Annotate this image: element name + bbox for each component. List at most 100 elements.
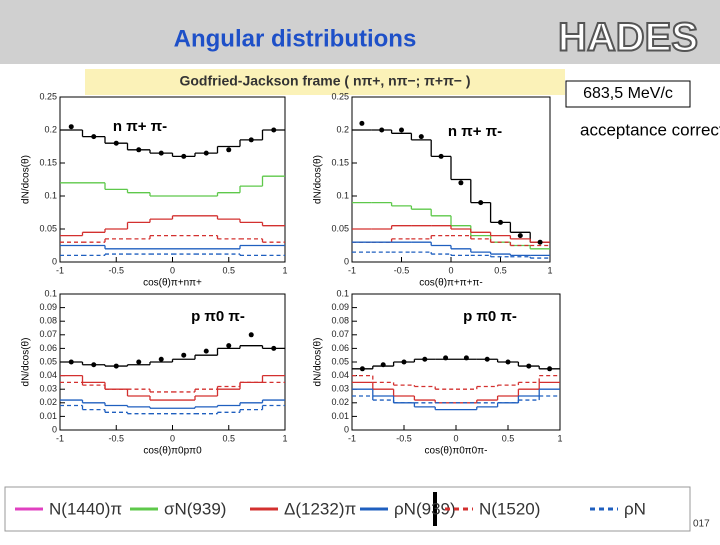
legend-label: ρN(939) [394,499,456,518]
y-tick-label: 0.1 [44,288,57,298]
y-tick-label: 0.25 [39,91,57,101]
data-point [517,233,523,239]
data-point [484,356,490,362]
frame-box [85,69,565,95]
data-point [113,140,119,146]
x-tick-label: 0 [170,265,175,275]
x-axis-label: cos(θ)π0π0π- [425,446,488,457]
y-tick-label: 0 [52,256,57,266]
plot-frame [59,96,286,263]
panel-label: n π+ π- [448,123,502,140]
data-point [537,239,543,245]
data-point [158,150,164,156]
data-point [203,150,209,156]
y-tick-label: 0.1 [336,190,349,200]
note: acceptance corrected [580,120,720,139]
legend-label: Δ(1232)π [284,499,356,518]
y-tick-label: 0 [344,424,349,434]
y-tick-label: 0.1 [44,190,57,200]
legend-label: N(1520) [479,499,540,518]
y-axis-label: dN/dcos(θ) [313,155,324,204]
y-axis-label: dN/dcos(θ) [21,155,32,204]
y-tick-label: 0.09 [331,302,349,312]
data-point [399,127,404,133]
x-tick-label: 0.5 [222,433,235,443]
x-tick-label: 1 [547,265,552,275]
data-point [91,362,97,368]
y-tick-label: 0.04 [39,370,57,380]
y-tick-label: 0.05 [331,356,349,366]
momentum: 683,5 MeV/c [583,85,673,102]
data-point [443,355,449,361]
x-tick-label: 0 [453,433,458,443]
x-tick-label: -1 [348,433,356,443]
data-point [136,359,142,365]
data-point [113,363,119,369]
data-point [359,120,365,126]
data-point [248,332,254,338]
y-tick-label: 0.2 [44,124,57,134]
data-point [226,343,232,349]
panel-label: p π0 π- [463,308,517,325]
y-tick-label: 0.05 [331,223,349,233]
y-tick-label: 0.01 [39,411,57,421]
y-tick-label: 0.03 [331,384,349,394]
y-tick-label: 0.15 [39,157,57,167]
y-tick-label: 0.04 [331,370,349,380]
x-tick-label: 1 [282,433,287,443]
data-point [379,127,385,133]
legend-label: ρN [624,499,646,518]
data-point [458,180,464,186]
x-axis-label: cos(θ)π+π+π- [419,278,483,289]
data-point [418,134,424,140]
data-point [203,348,209,354]
y-tick-label: 0.02 [331,397,349,407]
momentum-box [565,80,691,108]
x-tick-label: 1 [557,433,562,443]
data-point [422,356,428,362]
panel-label: p π0 π- [191,308,245,325]
y-tick-label: 0.06 [39,343,57,353]
y-tick-label: 0.15 [331,157,349,167]
data-point [498,219,503,225]
data-point [68,359,74,365]
data-point [181,153,187,159]
data-point [248,137,254,143]
x-tick-label: 0 [170,433,175,443]
data-point [226,147,232,153]
logo: HADES [558,16,698,60]
data-point [505,359,511,365]
legend-box [4,486,691,532]
y-tick-label: 0.09 [39,302,57,312]
data-point [158,356,164,362]
y-tick-label: 0.06 [331,343,349,353]
x-tick-label: -0.5 [396,433,412,443]
y-tick-label: 0.05 [39,223,57,233]
footer: 017 [693,519,710,530]
y-tick-label: 0.2 [336,124,349,134]
plot-frame [351,293,561,431]
slide-title: Angular distributions [174,25,417,52]
data-point [438,153,444,159]
y-tick-label: 0.07 [331,329,349,339]
data-point [526,363,532,369]
x-tick-label: 0.5 [502,433,515,443]
x-tick-label: 0 [448,265,453,275]
x-axis-label: cos(θ)π0pπ0 [143,446,202,457]
frame-label: Godfried-Jackson frame ( nπ+, nπ−; π+π− … [179,73,470,89]
data-point [136,147,142,153]
data-point [463,355,469,361]
data-point [271,127,277,133]
x-tick-label: -0.5 [394,265,410,275]
y-axis-label: dN/dcos(θ) [313,338,324,387]
data-point [547,366,553,372]
y-tick-label: 0.08 [39,316,57,326]
y-tick-label: 0.07 [39,329,57,339]
title-bar [0,0,720,64]
x-axis-label: cos(θ)π+nπ+ [143,278,202,289]
y-tick-label: 0.1 [336,288,349,298]
legend-label: N(1440)π [49,499,122,518]
data-point [271,345,277,351]
